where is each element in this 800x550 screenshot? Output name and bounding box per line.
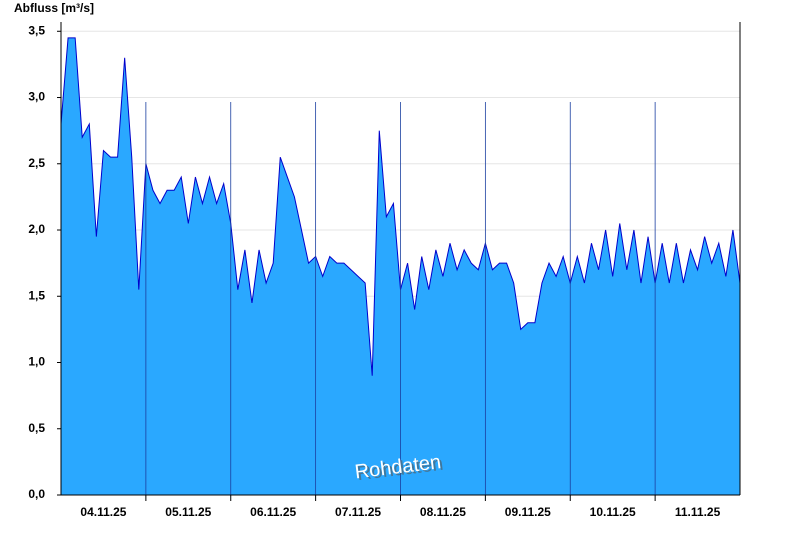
y-tick-label: 0,0 — [28, 487, 45, 501]
x-tick-label: 06.11.25 — [250, 505, 296, 519]
x-tick-label: 04.11.25 — [80, 505, 126, 519]
y-tick-label: 1,5 — [28, 288, 45, 302]
x-tick-label: 10.11.25 — [590, 505, 636, 519]
y-tick-label: 3,0 — [28, 90, 45, 104]
y-tick-label: 1,0 — [28, 355, 45, 369]
x-tick-label: 09.11.25 — [505, 505, 551, 519]
x-tick-label: 07.11.25 — [335, 505, 381, 519]
y-tick-label: 3,5 — [28, 23, 45, 37]
y-tick-label: 2,5 — [28, 156, 45, 170]
x-tick-label: 05.11.25 — [165, 505, 211, 519]
y-axis-label: Abfluss [m³/s] — [14, 1, 94, 15]
y-tick-label: 2,0 — [28, 222, 45, 236]
x-tick-label: 11.11.25 — [675, 505, 721, 519]
x-tick-label: 08.11.25 — [420, 505, 466, 519]
y-tick-label: 0,5 — [28, 421, 45, 435]
